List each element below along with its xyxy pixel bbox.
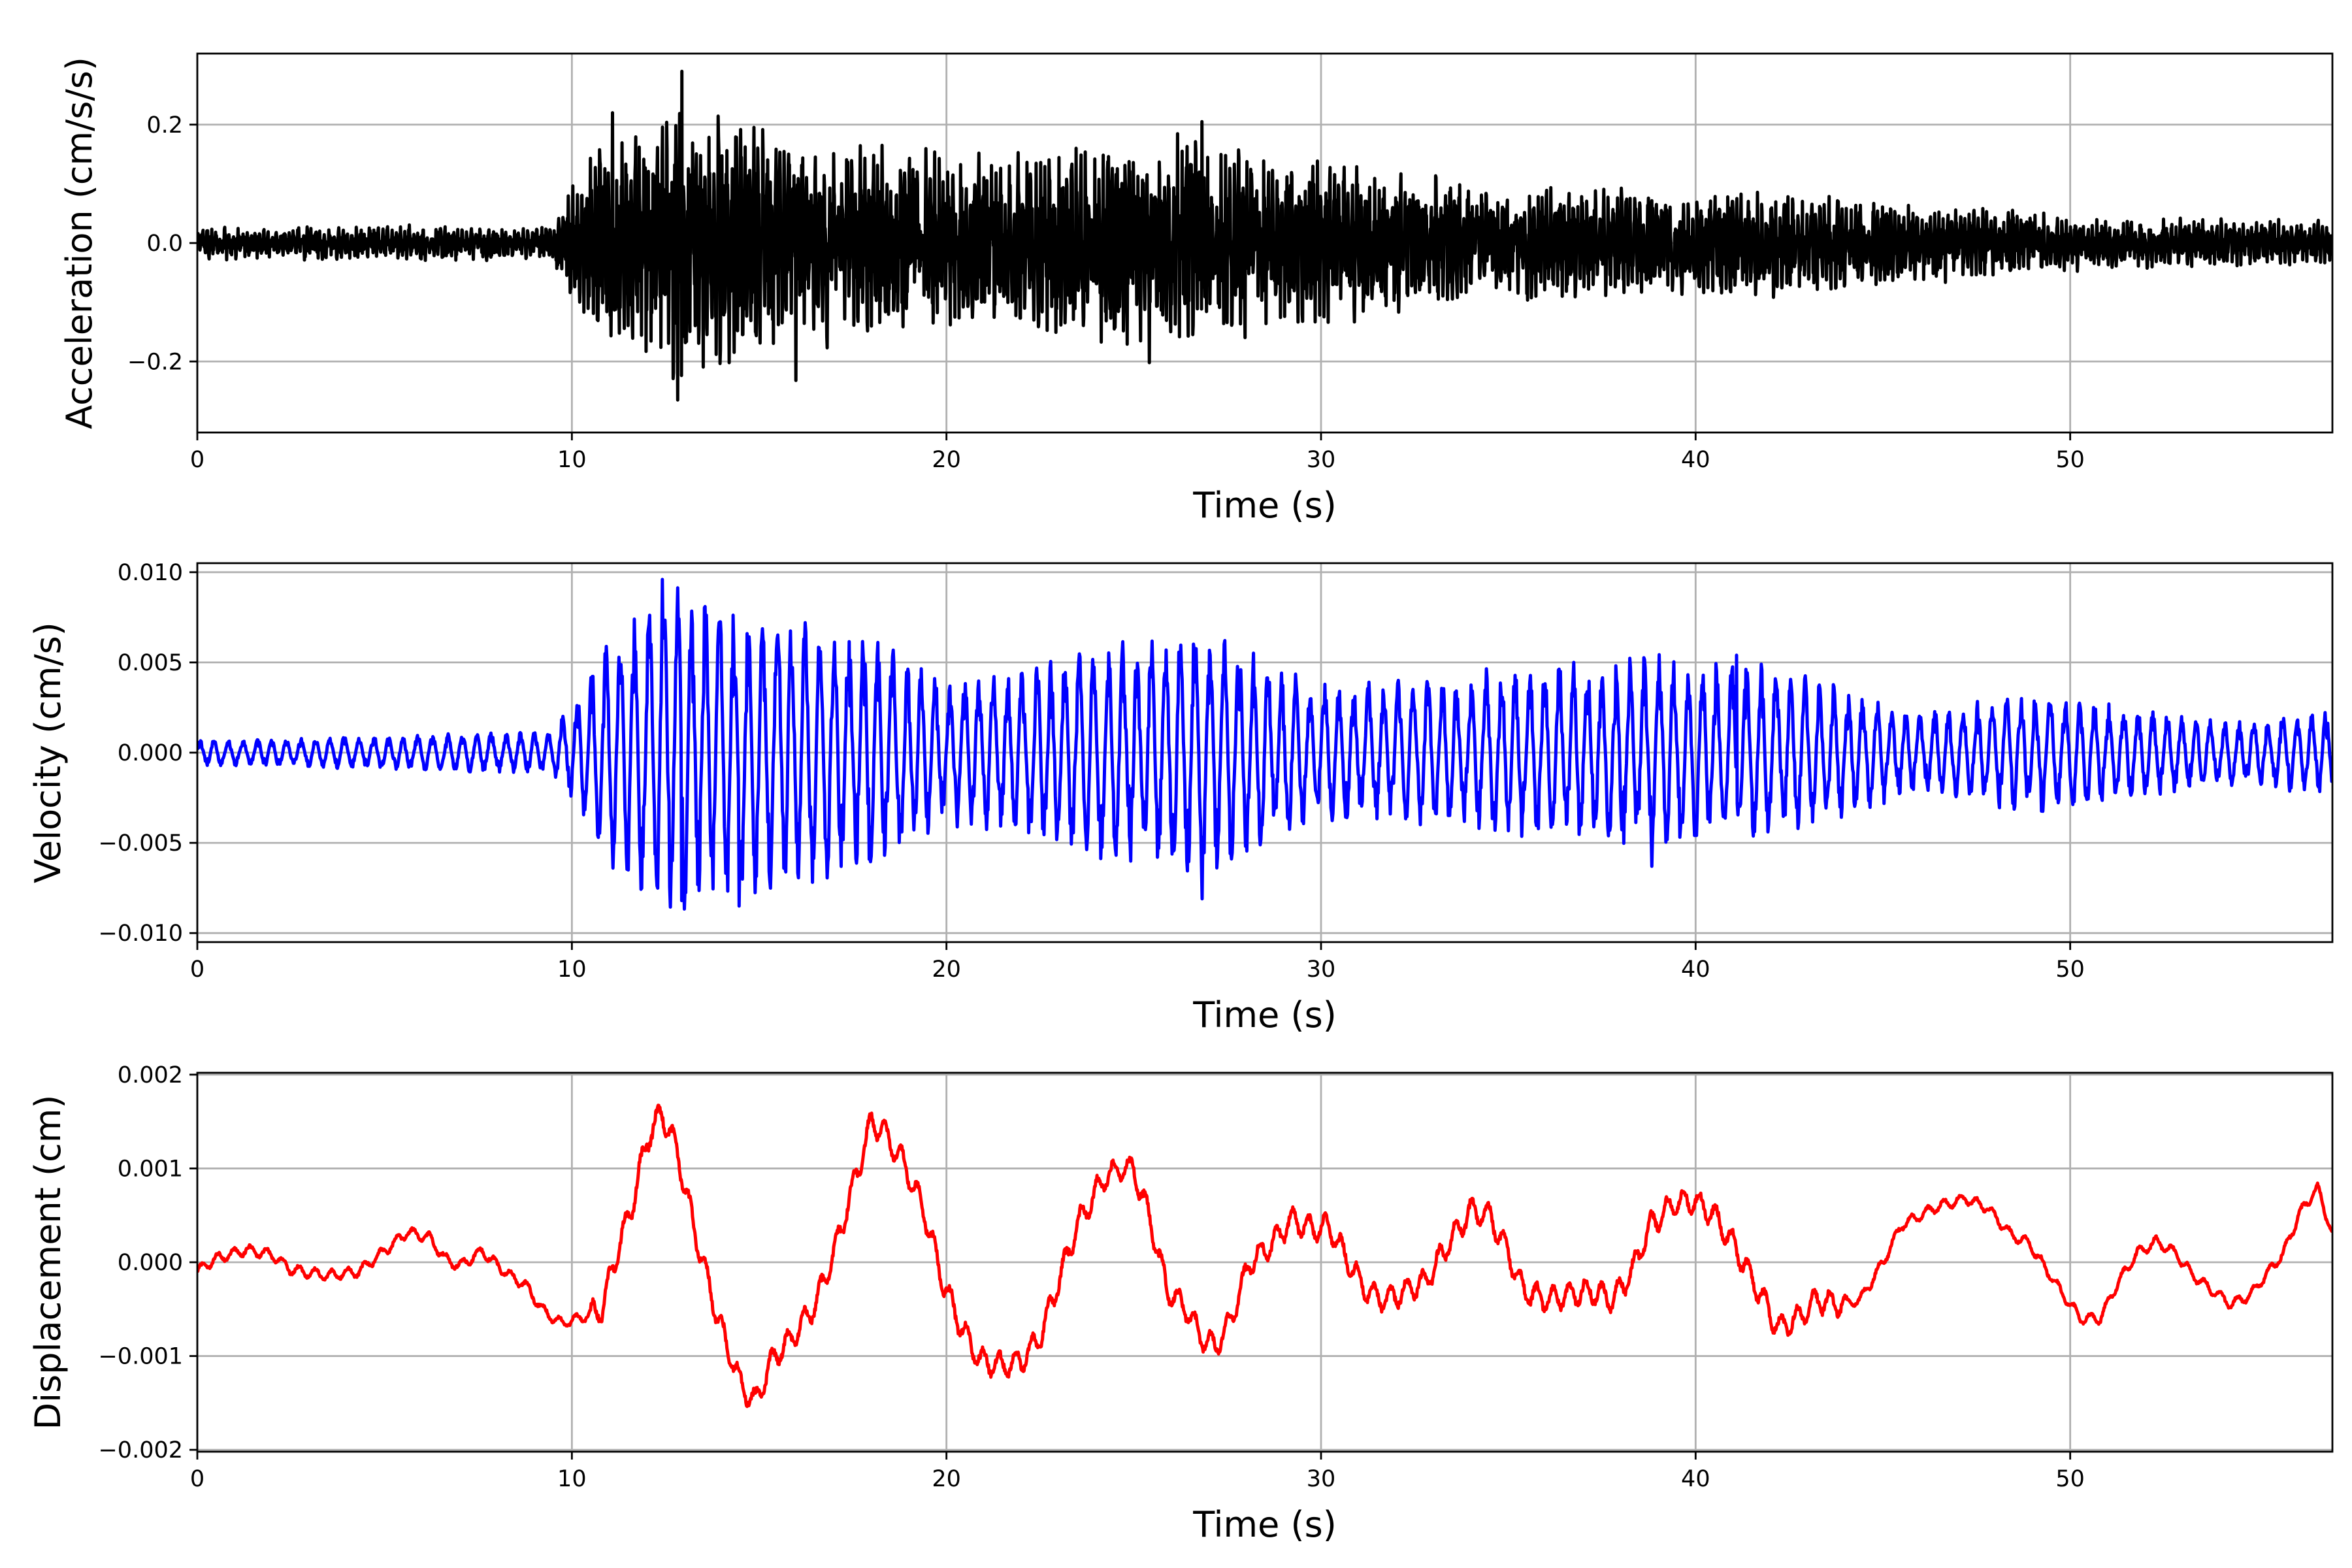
velocity-panel: 0 10 20 30 40 50 −0.010 −0.005 0.000 0.005 0.010 Ti…: [27, 560, 2334, 1036]
y-tick-label: 0.010: [118, 560, 183, 586]
x-tick-label: 40: [1681, 1466, 1710, 1492]
y-axis-label: Displacement (cm): [27, 1095, 69, 1430]
displacement-panel: 0 10 20 30 40 50 −0.002 −0.001 0.000 0.001 0.002 Ti…: [27, 1062, 2334, 1545]
x-tick-label: 10: [557, 956, 587, 983]
x-axis-label: Time (s): [1192, 1504, 1337, 1545]
y-tick-label: 0.000: [118, 1250, 183, 1276]
x-axis-label: Time (s): [1192, 485, 1337, 526]
x-tick-label: 20: [932, 447, 961, 473]
displacement-series-line: [197, 1103, 2332, 1409]
y-axis-label: Acceleration (cm/s/s): [59, 57, 100, 429]
y-tick-label: 0.001: [118, 1156, 183, 1182]
x-tick-label: 20: [932, 956, 961, 983]
x-tick-label: 50: [2055, 956, 2085, 983]
acceleration-panel: 0 10 20 30 40 50 −0.2 0.0 0.2 Time (s) Acceleratio…: [59, 52, 2334, 526]
y-tick-label: 0.2: [146, 112, 183, 139]
y-tick-label: 0.000: [118, 740, 183, 766]
x-tick-label: 50: [2055, 1466, 2085, 1492]
y-tick-label: 0.005: [118, 650, 183, 676]
y-axis-label: Velocity (cm/s): [27, 622, 69, 883]
y-tick-label: −0.010: [98, 921, 183, 947]
x-tick-label: 0: [190, 1466, 204, 1492]
y-tick-label: −0.001: [98, 1344, 183, 1370]
acceleration-series-line: [197, 69, 2332, 402]
x-tick-label: 10: [557, 447, 587, 473]
x-tick-label: 30: [1307, 956, 1336, 983]
y-tick-label: 0.002: [118, 1062, 183, 1088]
x-tick-label: 10: [557, 1466, 587, 1492]
x-tick-label: 40: [1681, 447, 1710, 473]
y-tick-label: −0.002: [98, 1437, 183, 1463]
x-tick-label: 0: [190, 956, 204, 983]
y-tick-label: −0.005: [98, 830, 183, 857]
x-tick-label: 40: [1681, 956, 1710, 983]
x-tick-label: 50: [2055, 447, 2085, 473]
velocity-series-line: [197, 578, 2332, 911]
x-axis-label: Time (s): [1192, 994, 1337, 1036]
x-tick-label: 30: [1307, 447, 1336, 473]
x-tick-label: 20: [932, 1466, 961, 1492]
x-tick-label: 30: [1307, 1466, 1336, 1492]
x-tick-label: 0: [190, 447, 204, 473]
y-tick-label: −0.2: [127, 349, 183, 375]
y-tick-label: 0.0: [146, 231, 183, 257]
